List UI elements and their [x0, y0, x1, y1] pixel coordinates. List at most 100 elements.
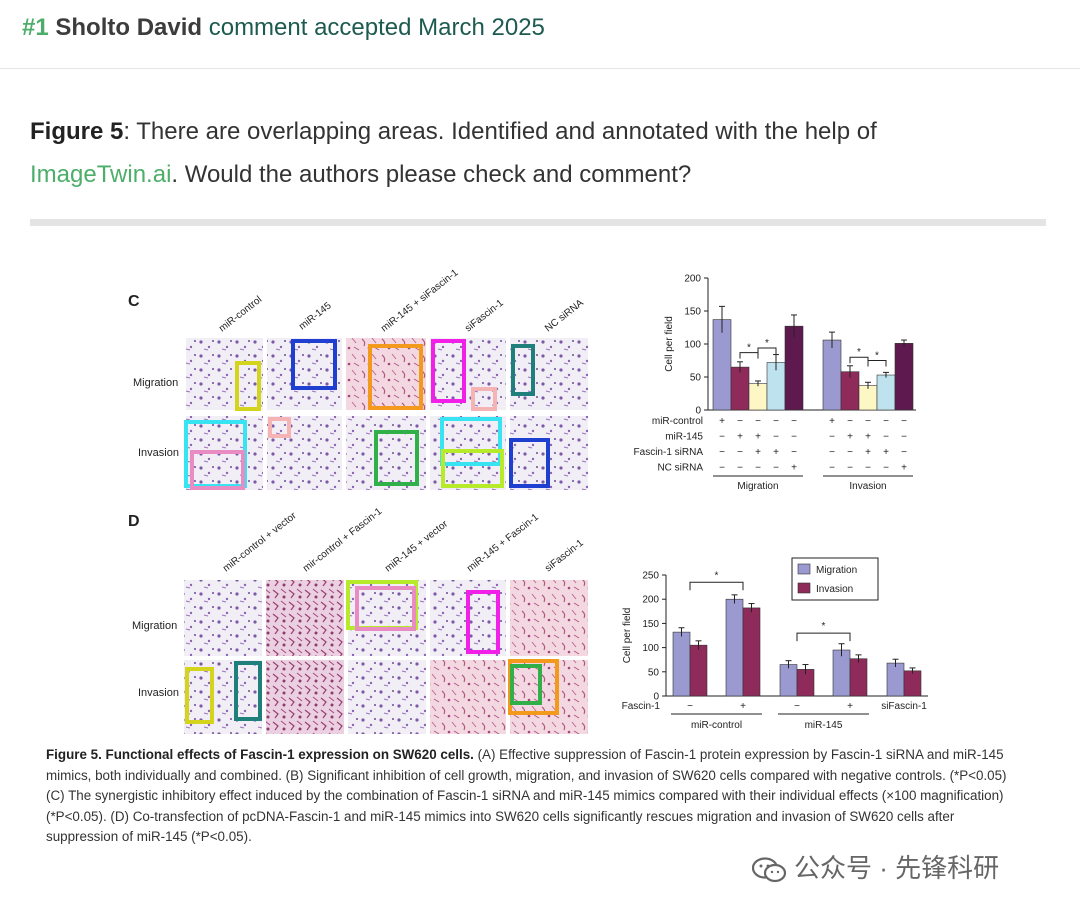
panel-d-micrographs: [184, 580, 588, 734]
comment-body: Figure 5: There are overlapping areas. I…: [30, 110, 1030, 196]
chart1-sig-star: *: [875, 351, 879, 362]
chart2-bar: [903, 670, 922, 697]
chart1-sig-bracket: [739, 352, 759, 359]
chart2-bar: [886, 662, 905, 697]
comment-status: comment accepted March 2025: [208, 14, 545, 41]
panel-d-col-1: miR-control + vector: [221, 510, 299, 574]
chart1-condition-mark: −: [883, 432, 889, 443]
wechat-icon: [752, 857, 786, 883]
chart1-ylabel: Cell per field: [664, 316, 675, 372]
divider: [30, 219, 1046, 226]
chart1-condition-mark: +: [719, 416, 725, 427]
chart1-condition-mark: −: [847, 416, 853, 427]
chart2-fascin-mark: −: [794, 701, 800, 712]
chart2-fascin-mark: siFascin-1: [881, 701, 927, 712]
chart2-fascin-mark: +: [847, 701, 853, 712]
chart1-ytick-label: 150: [684, 307, 701, 318]
panel-d-letter: D: [128, 513, 140, 530]
chart-panel-c: 0 50 100 150 200 Cell per field * * * * miR-contro…: [634, 274, 916, 492]
chart1-bar: [858, 385, 878, 411]
panel-d-col-3: miR-145 + vector: [383, 518, 451, 574]
chart2-ytick-label: 50: [648, 667, 660, 678]
chart1-condition-mark: +: [865, 447, 871, 458]
chart1-condition-mark: −: [865, 463, 871, 474]
panel-d-col-2: mir-control + Fascin-1: [301, 506, 385, 575]
chart1-condition-mark: −: [829, 463, 835, 474]
caption-title: Figure 5. Functional effects of Fascin-1…: [46, 747, 474, 762]
caption-body: (A) Effective suppression of Fascin-1 pr…: [46, 747, 1007, 844]
chart2-ytick-label: 200: [642, 595, 659, 606]
chart2-sig-bracket: [796, 632, 851, 642]
chart1-condition-mark: −: [883, 416, 889, 427]
panel-c-col-2: miR-145: [297, 300, 334, 332]
chart1-condition-mark: +: [865, 432, 871, 443]
chart1-condition-mark: −: [719, 432, 725, 443]
chart1-condition-label: miR-control: [652, 416, 703, 427]
chart1-condition-label: NC siRNA: [657, 463, 703, 474]
chart1-ytick-label: 200: [684, 274, 701, 285]
panel-c-overlap-boxes: [184, 339, 550, 490]
chart1-bar: [822, 339, 842, 411]
chart1-condition-mark: +: [755, 432, 761, 443]
chart1-sig-bracket: [757, 347, 777, 354]
chart1-condition-label: Fascin-1 siRNA: [634, 447, 704, 458]
comment-text-1: : There are overlapping areas. Identifie…: [123, 118, 877, 145]
chart2-bar: [672, 631, 691, 697]
chart1-condition-mark: −: [737, 447, 743, 458]
panel-d-overlap-boxes: [185, 580, 559, 724]
chart1-condition-mark: +: [847, 432, 853, 443]
chart1-condition-mark: −: [773, 463, 779, 474]
chart1-ytick-label: 50: [690, 373, 702, 384]
chart1-bar: [712, 319, 732, 411]
chart1-condition-label: miR-145: [665, 432, 703, 443]
chart1-condition-mark: −: [737, 463, 743, 474]
chart2-bar: [779, 664, 798, 697]
panel-d-row-migration: Migration: [132, 620, 177, 632]
chart1-condition-mark: −: [829, 447, 835, 458]
panel-c-col-3: miR-145 + siFascin-1: [379, 267, 461, 334]
watermark: 公众号 · 先锋科研: [752, 848, 999, 885]
panel-c-col-5: NC siRNA: [543, 297, 586, 334]
comment-author[interactable]: Sholto David: [55, 14, 203, 41]
figure-reference: Figure 5: [30, 118, 124, 145]
chart1-condition-mark: −: [865, 416, 871, 427]
comment-text-2: . Would the authors please check and com…: [171, 161, 692, 188]
panel-c-row-migration: Migration: [133, 377, 178, 389]
figure-image: C miR-control miR-145 miR-145 + siFascin…: [0, 240, 1080, 908]
chart1-condition-mark: −: [719, 463, 725, 474]
chart2-legend-label: Migration: [816, 565, 857, 576]
chart1-condition-mark: −: [719, 447, 725, 458]
chart1-sig-star: *: [747, 343, 751, 354]
chart2-ytick-label: 0: [653, 692, 659, 703]
panel-c-col-4: siFascin-1: [463, 297, 506, 334]
chart1-ytick-label: 0: [695, 406, 701, 417]
chart1-condition-mark: −: [901, 416, 907, 427]
chart1-bar: [894, 343, 914, 411]
chart1-condition-mark: −: [773, 416, 779, 427]
chart2-fascin-label: Fascin-1: [622, 701, 661, 712]
figure-caption: Figure 5. Functional effects of Fascin-1…: [46, 745, 1026, 848]
chart1-condition-mark: −: [829, 432, 835, 443]
comment-header: #1 Sholto David comment accepted March 2…: [0, 0, 1080, 69]
chart1-bar: [876, 374, 896, 411]
chart1-condition-mark: +: [755, 447, 761, 458]
chart2-bar: [689, 644, 708, 697]
chart1-condition-mark: +: [791, 463, 797, 474]
chart2-ytick-label: 150: [642, 619, 659, 630]
chart2-ylabel: Cell per field: [622, 608, 633, 664]
chart1-condition-mark: +: [829, 416, 835, 427]
chart1-condition-mark: +: [883, 447, 889, 458]
chart1-condition-mark: −: [901, 447, 907, 458]
imagetwin-link[interactable]: ImageTwin.ai: [30, 161, 172, 188]
chart1-sig-star: *: [765, 338, 769, 349]
chart1-sig-star: *: [857, 347, 861, 358]
chart2-fascin-mark: −: [687, 701, 693, 712]
chart2-bar: [832, 649, 851, 697]
chart1-condition-mark: −: [755, 463, 761, 474]
chart1-condition-mark: −: [791, 416, 797, 427]
chart2-ytick-label: 250: [642, 571, 659, 582]
figure-svg: C miR-control miR-145 miR-145 + siFascin…: [128, 267, 928, 734]
panel-d-col-4: miR-145 + Fascin-1: [465, 512, 541, 575]
chart2-bar: [849, 658, 868, 697]
chart1-condition-mark: −: [901, 432, 907, 443]
